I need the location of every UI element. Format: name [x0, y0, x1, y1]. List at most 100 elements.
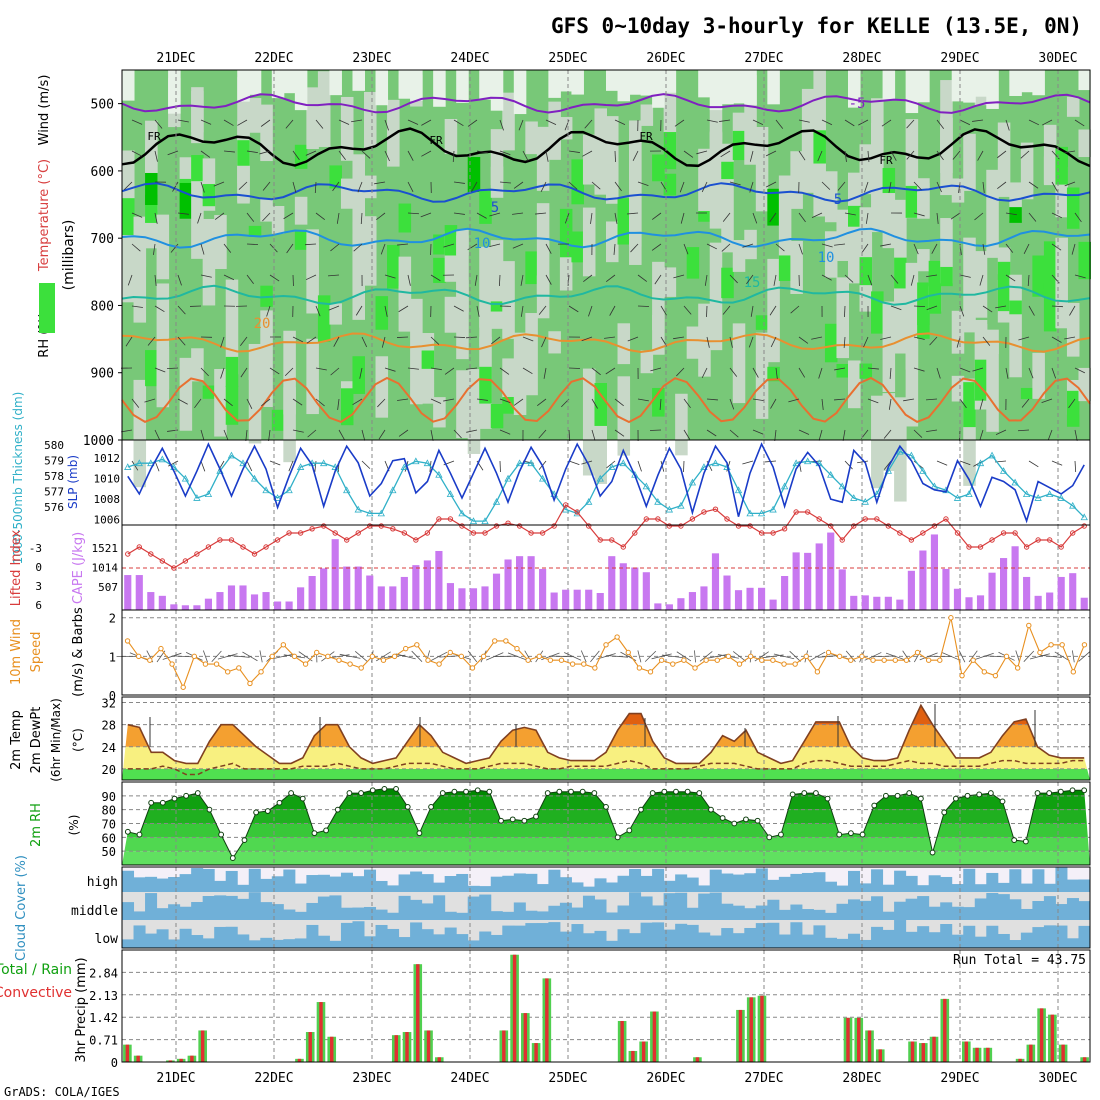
thickness-point	[1034, 494, 1042, 501]
cloud-cover-bar	[640, 896, 653, 920]
rh-point	[708, 806, 714, 813]
rh-very-dry-cell	[905, 70, 919, 114]
surface-wind-barb	[732, 651, 747, 662]
rh-dry-cell	[502, 92, 515, 151]
wind-barb	[522, 150, 529, 161]
cape-bar	[781, 576, 789, 610]
wind-barb	[568, 305, 579, 313]
rh-point	[206, 806, 213, 813]
cloud-cover-bar	[352, 921, 365, 948]
cloud-axis-label: Cloud Cover (%)	[14, 855, 29, 961]
rh-point	[906, 790, 913, 796]
lifted-index-point	[655, 516, 661, 522]
thickness-point	[446, 490, 455, 497]
thickness-point	[389, 486, 397, 494]
rh-moist-cell	[755, 315, 769, 330]
rh-very-dry-cell	[237, 70, 250, 102]
wind-barb	[1074, 274, 1086, 279]
wind-barb	[131, 119, 143, 125]
rh-moist-cell	[145, 350, 158, 387]
rh-point	[743, 816, 749, 823]
rh-dry-cell	[1055, 237, 1068, 329]
surface-wind-barb	[376, 651, 391, 662]
wind-barb	[1005, 119, 1010, 131]
rh-point	[439, 790, 446, 796]
lifted-index-point	[528, 530, 534, 536]
precip-convective-bar	[749, 997, 753, 1062]
rh-dry-cell	[329, 303, 342, 325]
precip-convective-bar	[1061, 1044, 1065, 1062]
rh-dry-cell	[502, 261, 515, 339]
cape-bar	[711, 553, 720, 610]
cloud-cover-bar	[340, 907, 353, 920]
rh-dry-cell	[698, 148, 711, 213]
isotherm-line	[121, 93, 1091, 114]
cloud-cover-bar	[778, 909, 791, 920]
cape-bar	[458, 588, 466, 610]
cloud-cover-bar	[686, 877, 699, 892]
wind-barb	[775, 243, 785, 252]
thickness-point	[988, 451, 996, 459]
precip-convective-bar	[394, 1035, 398, 1062]
surface-wind-barb	[217, 653, 238, 660]
rh-dry-cell	[191, 348, 204, 382]
cloud-cover-bar	[329, 940, 342, 948]
rh-very-dry-cell	[294, 70, 308, 111]
wind-barb	[979, 398, 984, 410]
thickness-tick-label: 579	[44, 455, 64, 468]
rh-point	[171, 795, 178, 802]
cloud-cover-bar	[1043, 925, 1056, 948]
wind-barb	[499, 119, 504, 131]
wind-barb	[499, 398, 511, 404]
surface-wind-barb	[1015, 650, 1020, 663]
rh-moist-cell	[917, 282, 930, 325]
cloud-cover-bar	[352, 876, 365, 892]
lifted-index-point	[620, 544, 626, 550]
cape-bar	[446, 583, 455, 610]
rh-dry-cell	[801, 88, 815, 127]
wind-speed-point	[569, 661, 576, 667]
rh-point	[1022, 838, 1029, 845]
rh-dry-cell	[340, 178, 354, 209]
wind-barb	[1064, 181, 1076, 187]
wind-barb	[906, 119, 915, 129]
wind-barb	[407, 150, 414, 161]
cape-bar	[435, 550, 443, 610]
cloud-cover-bar	[1055, 867, 1068, 892]
lifted-index-point	[966, 544, 972, 550]
panel-frame	[121, 949, 1091, 1063]
pressure-tick-label: 500	[91, 98, 114, 113]
rh-very-dry-cell	[629, 70, 642, 95]
rh-dry-cell	[894, 199, 907, 272]
surface-wind-barb	[1029, 653, 1050, 660]
rh-point	[568, 788, 574, 795]
cloud-cover-bar	[917, 896, 930, 920]
cloud-cover-bar	[179, 928, 192, 948]
thickness-point	[827, 470, 835, 478]
rh-dry-cell	[525, 313, 538, 396]
isotherm-value-label: 5	[834, 192, 842, 208]
rh-dry-cell	[582, 134, 596, 185]
cloud-cover-bar	[271, 876, 284, 892]
wind-barb	[890, 305, 902, 311]
cape-bar	[423, 560, 431, 610]
rh-very-dry-cell	[974, 70, 988, 97]
precip-convective-bar	[125, 1044, 130, 1062]
cape-bar	[700, 586, 708, 610]
rh-dry-cell	[122, 150, 135, 211]
wind-axis-label: Wind (m/s)	[37, 75, 52, 146]
cloud-cover-bar	[894, 920, 907, 948]
wind-speed-point	[1037, 649, 1043, 656]
cloud-cover-bar	[364, 869, 377, 892]
wind-barb	[1005, 367, 1009, 379]
rh-very-dry-cell	[548, 70, 561, 98]
wind-barb	[867, 150, 870, 162]
rh-dry-cell	[882, 301, 896, 393]
cloud-cover-bar	[905, 875, 918, 892]
rh-point	[428, 804, 434, 810]
wind-barb	[798, 212, 806, 223]
rh-moist-cell	[686, 247, 700, 279]
wind-barb	[384, 305, 388, 317]
cape-bar	[585, 589, 593, 610]
rh-moist-cell	[859, 363, 873, 379]
